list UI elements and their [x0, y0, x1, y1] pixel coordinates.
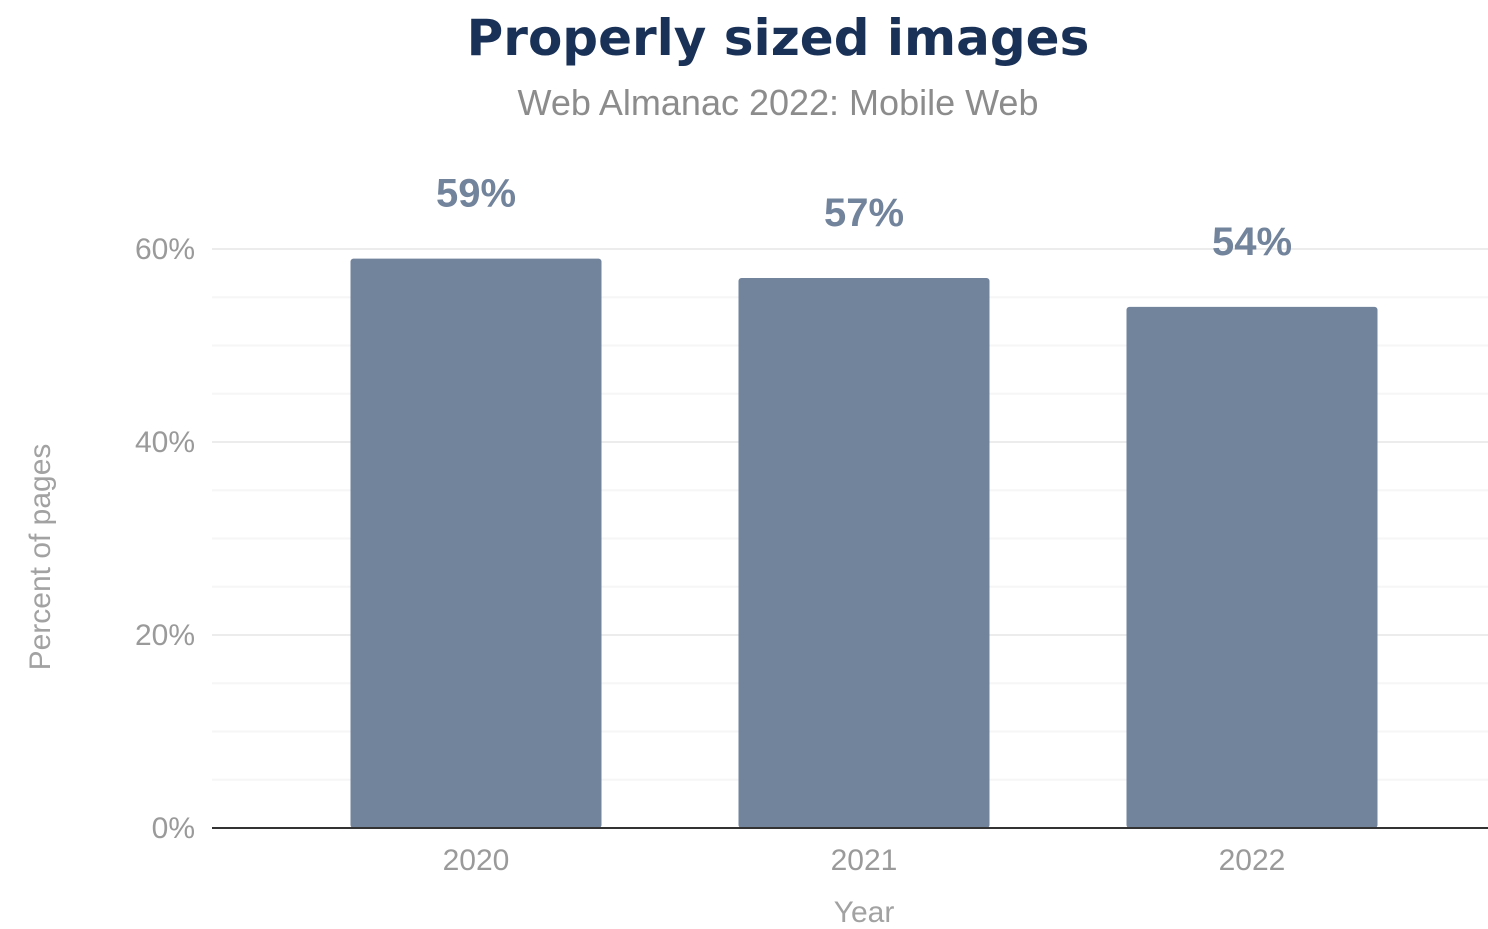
- y-axis-ticks: 0% 20% 40% 60%: [135, 233, 195, 845]
- bar-2021: [738, 277, 990, 828]
- data-label: 59%: [436, 172, 516, 216]
- chart-subtitle: Web Almanac 2022: Mobile Web: [518, 82, 1039, 123]
- x-axis-ticks: 2020 2021 2022: [443, 844, 1286, 877]
- x-tick-label: 2021: [831, 844, 898, 877]
- bars: [350, 258, 1378, 828]
- data-label: 54%: [1212, 220, 1292, 264]
- y-axis-label: Percent of pages: [24, 444, 57, 671]
- x-tick-label: 2020: [443, 844, 510, 877]
- data-labels: 59% 57% 54%: [436, 172, 1292, 264]
- y-tick-label: 0%: [152, 812, 195, 845]
- y-tick-label: 40%: [135, 426, 195, 459]
- bar-2020: [350, 258, 602, 828]
- chart-title: Properly sized images: [467, 9, 1090, 67]
- x-axis-label: Year: [834, 896, 895, 929]
- data-label: 57%: [824, 191, 904, 235]
- x-tick-label: 2022: [1219, 844, 1286, 877]
- y-tick-label: 20%: [135, 619, 195, 652]
- bar-2022: [1126, 306, 1378, 828]
- y-tick-label: 60%: [135, 233, 195, 266]
